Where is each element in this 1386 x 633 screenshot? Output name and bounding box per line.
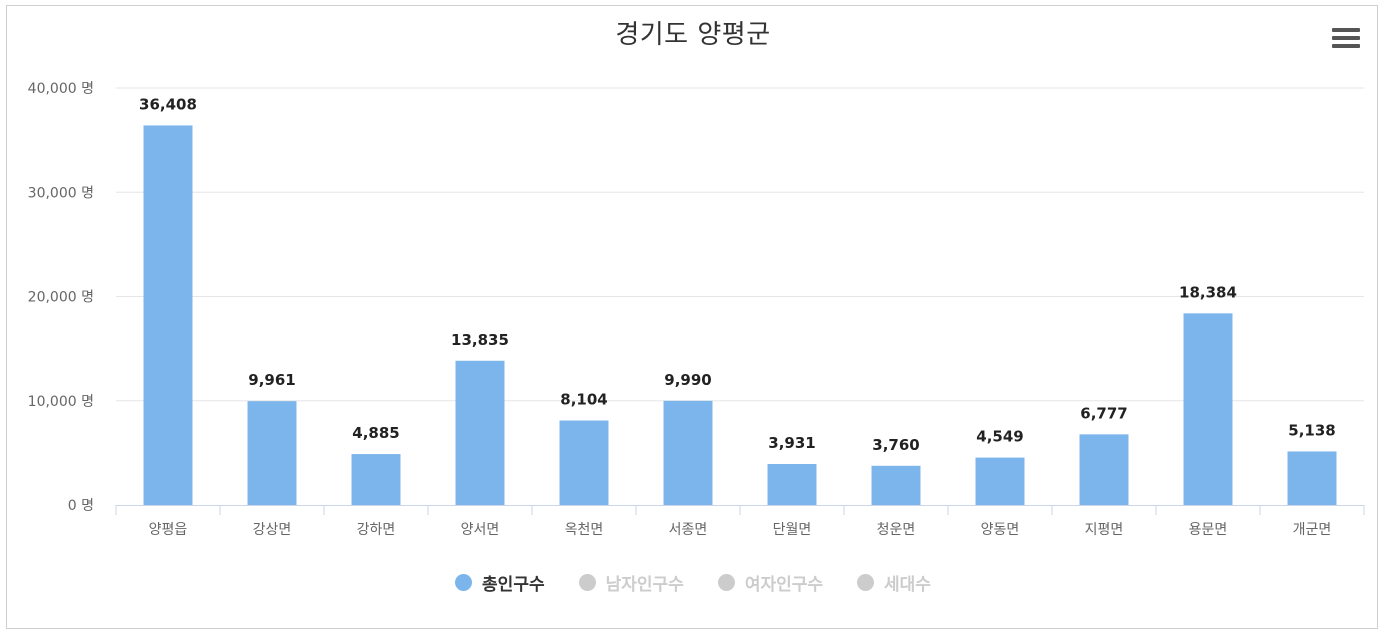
bar [767, 464, 817, 505]
menu-line [1332, 36, 1360, 40]
x-tick-label: 양동면 [981, 522, 1020, 538]
data-label: 3,760 [872, 436, 919, 454]
data-label: 9,961 [248, 371, 295, 389]
legend-label: 총인구수 [482, 575, 545, 595]
bar [663, 400, 713, 505]
chart-frame [6, 5, 1378, 629]
legend-label: 남자인구수 [605, 575, 684, 595]
x-tick-label: 강하면 [357, 522, 396, 538]
x-tick-label: 서종면 [669, 522, 708, 538]
bar [559, 420, 609, 505]
x-tick-label: 지평면 [1085, 522, 1124, 538]
bar [1183, 313, 1233, 505]
chart-legend: 총인구수 남자인구수 여자인구수 세대수 [0, 570, 1386, 595]
bar [455, 360, 505, 505]
bar [247, 401, 297, 505]
x-tick-label: 양평읍 [149, 522, 188, 538]
data-label: 4,549 [976, 428, 1023, 446]
data-label: 4,885 [352, 424, 399, 442]
chart-title: 경기도 양평군 [615, 20, 771, 50]
bar [1079, 434, 1129, 505]
legend-dot [857, 574, 875, 591]
menu-line [1332, 28, 1360, 32]
legend-item-households[interactable]: 세대수 [857, 570, 931, 595]
legend-item-male-population[interactable]: 남자인구수 [578, 570, 684, 595]
bar [871, 465, 921, 505]
legend-dot [578, 574, 596, 591]
x-tick-label: 옥천면 [565, 522, 604, 538]
legend-item-total-population[interactable]: 총인구수 [455, 570, 545, 595]
x-tick-label: 강상면 [253, 522, 292, 538]
x-tick-label: 개군면 [1293, 522, 1332, 538]
data-label: 9,990 [664, 371, 711, 389]
y-tick-label: 20,000 명 [28, 290, 94, 306]
bar [1287, 451, 1337, 505]
legend-label: 여자인구수 [744, 575, 824, 595]
data-label: 8,104 [560, 391, 607, 409]
hamburger-menu-icon[interactable] [1332, 28, 1360, 52]
x-tick-label: 청운면 [877, 522, 916, 538]
data-label: 6,777 [1080, 404, 1127, 422]
y-tick-label: 0 명 [68, 498, 94, 514]
legend-dot [455, 574, 473, 591]
legend-item-female-population[interactable]: 여자인구수 [717, 570, 824, 595]
bar [351, 454, 401, 505]
data-label: 3,931 [768, 434, 815, 452]
legend-label: 세대수 [884, 575, 931, 595]
bar [975, 457, 1025, 505]
y-tick-label: 40,000 명 [28, 81, 94, 97]
data-label: 5,138 [1288, 421, 1335, 439]
data-label: 36,408 [139, 95, 197, 113]
data-label: 13,835 [451, 331, 509, 349]
data-label: 18,384 [1179, 283, 1237, 301]
y-tick-label: 30,000 명 [28, 185, 94, 201]
menu-line [1332, 44, 1360, 48]
bar [143, 125, 193, 506]
x-tick-label: 용문면 [1189, 522, 1228, 538]
x-tick-label: 양서면 [461, 522, 500, 538]
legend-dot [717, 574, 735, 591]
x-tick-label: 단월면 [773, 522, 812, 538]
y-tick-label: 10,000 명 [28, 394, 94, 410]
